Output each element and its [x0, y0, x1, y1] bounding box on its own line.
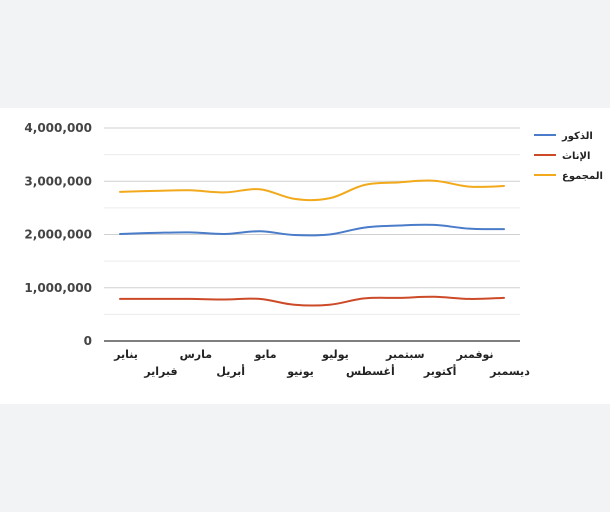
x-tick-label: يونيو — [286, 365, 314, 378]
line-chart: 0 1,000,000 2,000,000 3,000,000 4,000,000 ينا… — [24, 121, 603, 378]
y-tick-label: 1,000,000 — [24, 281, 92, 295]
legend-label-3: المجموع — [562, 171, 603, 182]
x-tick-label: سبتمبر — [385, 348, 425, 361]
series-line-2 — [119, 295, 505, 307]
y-tick-label: 3,000,000 — [24, 174, 92, 188]
x-tick-label: ديسمبر — [489, 365, 530, 378]
y-tick-label: 0 — [84, 334, 92, 348]
x-tick-label: أغسطس — [346, 364, 395, 378]
chart-panel: 0 1,000,000 2,000,000 3,000,000 4,000,000 ينا… — [0, 108, 610, 404]
x-tick-label: فبراير — [143, 365, 177, 378]
x-tick-label: نوفمبر — [456, 348, 494, 361]
x-tick-label: مايو — [254, 348, 277, 361]
x-tick-label: يوليو — [321, 348, 349, 361]
y-tick-label: 4,000,000 — [24, 121, 92, 135]
y-tick-label: 2,000,000 — [24, 228, 92, 242]
legend-label-2: الإناث — [562, 151, 590, 162]
legend-label-1: الذكور — [561, 131, 593, 142]
x-tick-label: يناير — [113, 348, 138, 361]
series-line-1 — [119, 223, 505, 237]
x-tick-label: أبريل — [216, 364, 245, 378]
series-line-3 — [119, 179, 505, 202]
x-tick-label: أكتوبر — [423, 364, 457, 378]
x-tick-label: مارس — [180, 348, 212, 361]
